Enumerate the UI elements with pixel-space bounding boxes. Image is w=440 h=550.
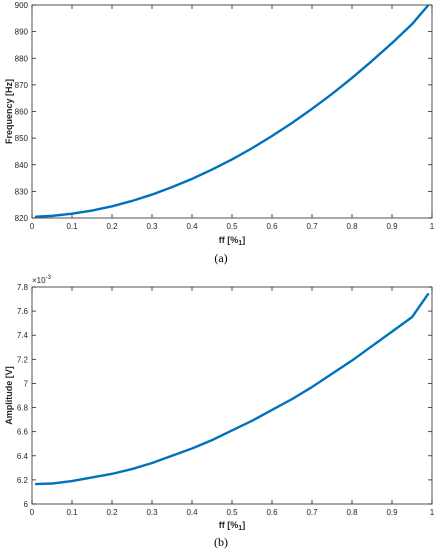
x-axis-label-sub: 1 bbox=[238, 240, 242, 247]
x-axis-label-main: ff [% bbox=[219, 520, 239, 530]
y-tick-label: 870 bbox=[15, 81, 29, 90]
y-tick-label: 7.6 bbox=[17, 307, 29, 316]
y-tick-label: 6 bbox=[24, 500, 29, 509]
panel-label-a: (a) bbox=[214, 251, 227, 265]
y-tick-label: 7.8 bbox=[17, 283, 29, 292]
y-tick-label: 880 bbox=[15, 54, 29, 63]
x-tick-label: 1 bbox=[430, 222, 435, 231]
x-tick-label: 0.5 bbox=[226, 222, 238, 231]
x-tick-label: 0.4 bbox=[186, 222, 198, 231]
chart-panel-a: 0 0.1 0.2 0.3 0.4 0.5 0.6 0.7 0.8 0.9 1 8208308408… bbox=[4, 1, 435, 265]
y-axis-label: Frequency [Hz] bbox=[4, 79, 14, 144]
chart-panel-b: 0 0.1 0.2 0.3 0.4 0.5 0.6 0.7 0.8 0.9 1 6 6.2 6.4 6.6… bbox=[4, 275, 435, 549]
x-tick-label: 0.9 bbox=[386, 508, 398, 517]
y-tick-label: 840 bbox=[15, 161, 29, 170]
x-tick-label: 0.8 bbox=[346, 508, 358, 517]
x-tick-label: 0.2 bbox=[106, 222, 118, 231]
y-tick-label: 6.8 bbox=[17, 404, 29, 413]
x-axis-label-sub: 1 bbox=[238, 525, 242, 532]
x-tick-group: 0 0.1 0.2 0.3 0.4 0.5 0.6 0.7 0.8 0.9 1 bbox=[30, 287, 435, 517]
y-exponent-base: ×10 bbox=[32, 276, 46, 285]
x-tick-label: 0.7 bbox=[306, 508, 318, 517]
x-tick-label: 0.8 bbox=[346, 222, 358, 231]
y-tick-group: 820 830 840 850 860 870 880 890 900 bbox=[15, 1, 432, 223]
plot-area-frame bbox=[31, 4, 433, 219]
x-tick-label: 0.6 bbox=[266, 508, 278, 517]
y-tick-label: 7 bbox=[24, 379, 29, 388]
x-axis-label: ff [%1] bbox=[219, 520, 245, 532]
y-tick-label: 890 bbox=[15, 28, 29, 37]
x-tick-label: 0.3 bbox=[146, 508, 158, 517]
y-tick-label: 860 bbox=[15, 108, 29, 117]
panel-label-b: (b) bbox=[214, 535, 228, 549]
y-tick-label: 850 bbox=[15, 134, 29, 143]
y-axis-exponent: ×10-3 bbox=[32, 275, 52, 285]
x-axis-label: ff [%1] bbox=[219, 235, 245, 247]
y-exponent-power: -3 bbox=[46, 275, 52, 281]
y-tick-label: 7.4 bbox=[17, 331, 29, 340]
x-tick-label: 0.1 bbox=[66, 508, 78, 517]
y-tick-label: 6.6 bbox=[17, 428, 29, 437]
y-tick-label: 830 bbox=[15, 187, 29, 196]
x-axis-label-main: ff [% bbox=[219, 235, 239, 245]
x-tick-label: 0 bbox=[30, 222, 35, 231]
y-tick-label: 900 bbox=[15, 1, 29, 10]
y-tick-group: 6 6.2 6.4 6.6 6.8 7 7.2 7.4 7.6 7.8 bbox=[17, 283, 432, 509]
x-axis-label-close: ] bbox=[242, 520, 245, 530]
y-tick-label: 820 bbox=[15, 214, 29, 223]
x-tick-label: 0.3 bbox=[146, 222, 158, 231]
y-axis-label: Amplitude [V] bbox=[4, 366, 14, 425]
x-tick-label: 0.4 bbox=[186, 508, 198, 517]
plot-area-frame bbox=[31, 286, 433, 505]
y-tick-label: 6.4 bbox=[17, 452, 29, 461]
x-tick-label: 0.7 bbox=[306, 222, 318, 231]
series-line-frequency bbox=[34, 4, 430, 218]
x-tick-label: 0.2 bbox=[106, 508, 118, 517]
x-tick-label: 1 bbox=[430, 508, 435, 517]
y-tick-label: 7.2 bbox=[17, 355, 29, 364]
x-tick-label: 0 bbox=[30, 508, 35, 517]
x-tick-label: 0.6 bbox=[266, 222, 278, 231]
x-tick-group: 0 0.1 0.2 0.3 0.4 0.5 0.6 0.7 0.8 0.9 1 bbox=[30, 5, 435, 231]
series-line-amplitude bbox=[34, 293, 430, 486]
y-tick-label: 6.2 bbox=[17, 476, 29, 485]
x-axis-label-close: ] bbox=[242, 235, 245, 245]
x-tick-label: 0.1 bbox=[66, 222, 78, 231]
x-tick-label: 0.5 bbox=[226, 508, 238, 517]
x-tick-label: 0.9 bbox=[386, 222, 398, 231]
